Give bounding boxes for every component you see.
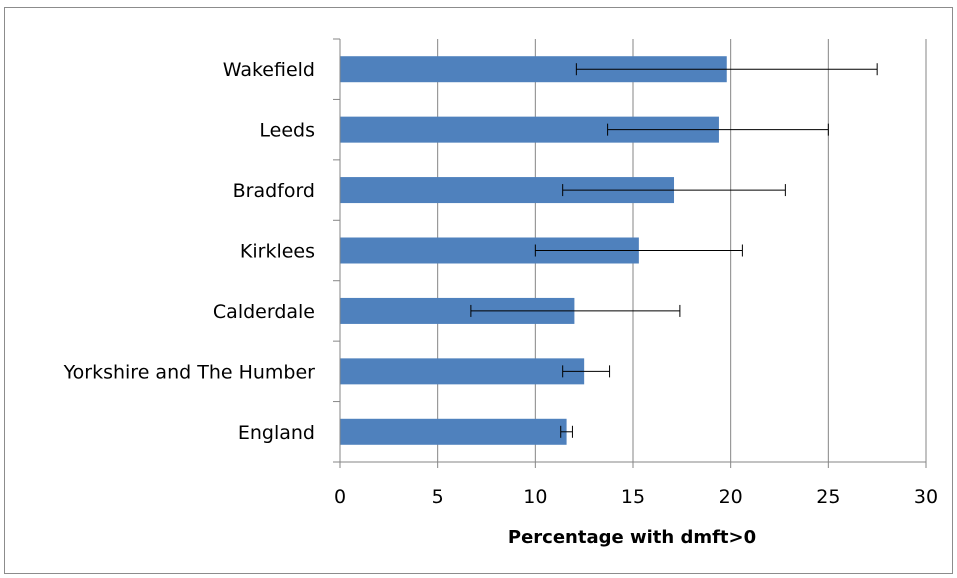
x-tick-labels: 0 5 10 15 20 25 30	[334, 486, 938, 508]
category-label: England	[238, 422, 315, 444]
chart-frame	[4, 7, 953, 574]
x-tick-label: 10	[523, 486, 547, 508]
x-tick-label: 15	[621, 486, 645, 508]
category-label: Wakefield	[223, 59, 315, 81]
axes	[333, 38, 927, 468]
category-label: Leeds	[259, 120, 315, 142]
bar-england	[340, 418, 567, 445]
category-labels: Wakefield Leeds Bradford Kirklees Calderdale…	[63, 59, 316, 444]
bar-yorkshire-and-the-humber	[340, 358, 585, 385]
category-label: Yorkshire and The Humber	[63, 361, 316, 383]
x-axis-title: Percentage with dmft>0	[508, 527, 756, 548]
x-tick-label: 30	[914, 486, 938, 508]
error-bars	[470, 63, 878, 438]
x-tick-label: 0	[334, 486, 346, 508]
x-tick-label: 20	[719, 486, 743, 508]
x-tick-label: 25	[816, 486, 840, 508]
category-label: Calderdale	[213, 301, 315, 323]
x-tick-label: 5	[432, 486, 444, 508]
category-label: Kirklees	[240, 241, 315, 263]
category-label: Bradford	[233, 180, 315, 202]
gridlines	[437, 39, 927, 462]
